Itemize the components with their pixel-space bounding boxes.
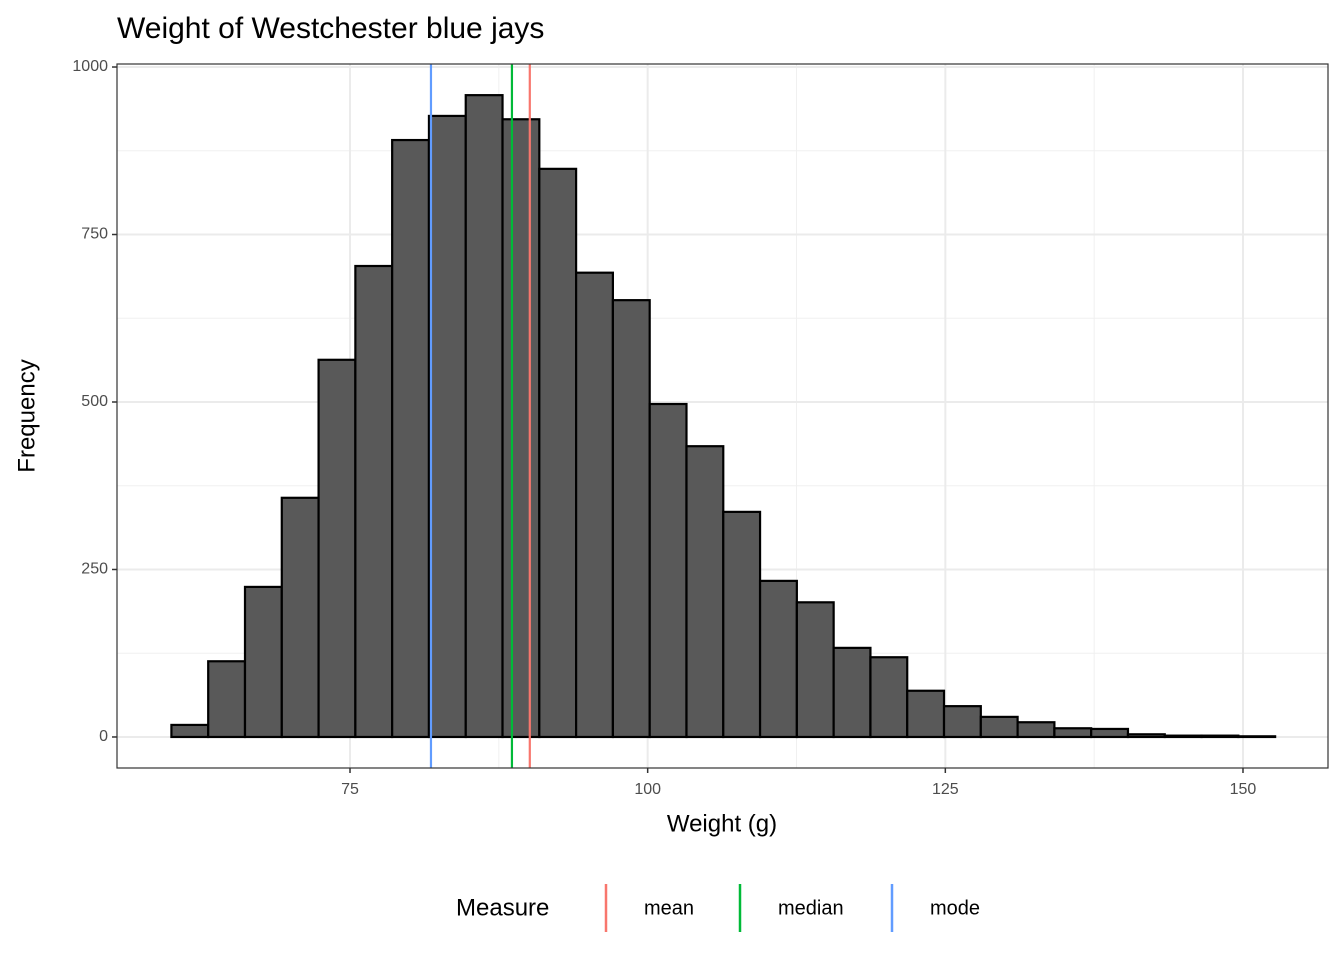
bar [1163, 734, 1203, 739]
x-axis-label: Weight (g) [667, 810, 777, 837]
x-tick-label: 150 [1230, 781, 1257, 798]
bar [1016, 721, 1056, 739]
bar [391, 138, 431, 739]
y-axis-label: Frequency [13, 359, 40, 472]
bar [280, 496, 320, 739]
bar [795, 601, 835, 739]
bar [207, 660, 247, 739]
y-tick-label: 750 [81, 226, 108, 243]
legend-title: Measure [456, 894, 549, 921]
y-tick-label: 0 [99, 728, 108, 745]
bar [501, 118, 541, 739]
bar [464, 94, 504, 739]
plot-border [116, 63, 1329, 769]
chart-title: Weight of Westchester blue jays [117, 12, 544, 45]
bar [722, 510, 762, 739]
bar [354, 264, 394, 739]
bar [648, 402, 688, 739]
bar [869, 656, 909, 739]
bar [1053, 727, 1093, 739]
legend-label: mean [644, 897, 694, 919]
bar [685, 445, 725, 739]
y-tick-label: 250 [81, 561, 108, 578]
bar [170, 723, 210, 739]
bar [942, 705, 982, 739]
bar [427, 114, 467, 739]
bar [1237, 735, 1277, 739]
y-tick-label: 1000 [72, 58, 108, 75]
bar [1200, 734, 1240, 739]
legend-label: mode [930, 897, 980, 919]
bar [1126, 733, 1166, 739]
bar [538, 167, 578, 739]
bar [243, 585, 283, 739]
bar [575, 271, 615, 739]
y-tick-label: 500 [81, 393, 108, 410]
bar [758, 579, 798, 739]
bar [317, 358, 357, 739]
bar [832, 646, 872, 739]
x-tick-label: 75 [341, 781, 359, 798]
bar [906, 689, 946, 739]
x-tick-label: 100 [634, 781, 661, 798]
legend-label: median [778, 897, 844, 919]
bar [1090, 727, 1130, 739]
x-tick-label: 125 [932, 781, 959, 798]
bar [979, 715, 1019, 739]
bar [611, 299, 651, 739]
